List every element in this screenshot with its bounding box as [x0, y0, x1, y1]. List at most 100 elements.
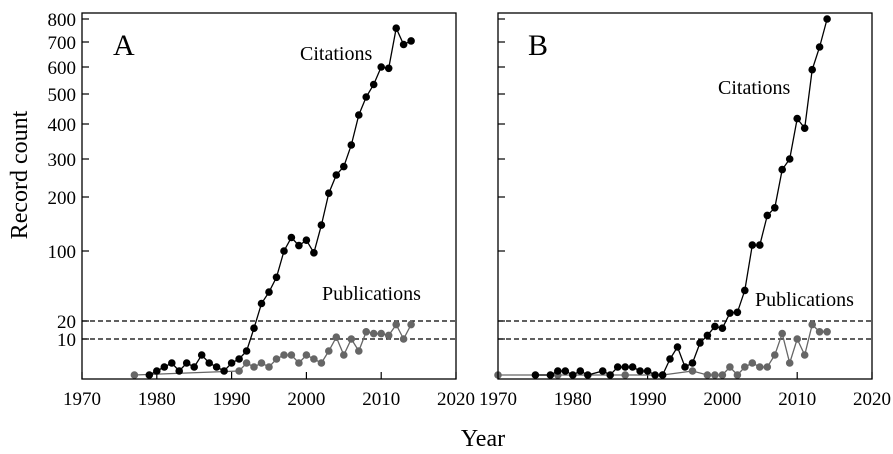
panel-b-citations-point-1995 — [681, 363, 689, 371]
panel-b-citations-point-2014 — [823, 15, 831, 23]
panel-a-citations-point-1997 — [280, 247, 288, 255]
panel-b-publications-point-2004 — [748, 359, 757, 367]
panel-b-citations-point-1975 — [531, 371, 540, 379]
panel-b-citations-point-1981 — [576, 367, 585, 375]
panel-a-publications-point-2010 — [377, 329, 386, 338]
panel-b-citations-point-1989 — [636, 367, 644, 375]
panel-a-publications-point-2009 — [369, 329, 378, 338]
panel-a-x-tick-label-2020: 2020 — [437, 389, 475, 410]
panel-a-citations-point-1992 — [242, 347, 251, 355]
panel-a-publications-point-1995 — [265, 363, 273, 371]
panel-a-citations-point-1986 — [197, 351, 206, 359]
panel-b-letter: B — [528, 29, 548, 62]
panel-a-citations-point-2007 — [355, 111, 363, 119]
panel-a-publications-point-2000 — [302, 351, 311, 359]
panel-a-publications-point-2002 — [317, 359, 326, 367]
panel-b-plot-content: 1970 1980 1990 2000 2010 2020 — [479, 15, 891, 410]
panel-b-citations-point-1977 — [546, 371, 555, 379]
panel-b-citations-point-1985 — [606, 371, 614, 379]
panel-b-citations-point-1992 — [658, 371, 667, 379]
panel-a-citations-point-1996 — [272, 273, 281, 282]
panel-b-publications-point-2012 — [808, 320, 816, 329]
panel-a-letter: A — [113, 29, 135, 62]
panel-a-citations-point-2000 — [302, 236, 311, 244]
panel-a-citations-point-2011 — [384, 64, 393, 73]
panel-a-y-tick-label-20: 20 — [57, 312, 76, 333]
panel-b-citations-point-1987 — [621, 363, 629, 371]
panel-a-x-tick-label-2010: 2010 — [362, 389, 400, 410]
panel-b-citations-point-1991 — [651, 371, 659, 379]
panel-a-publications-point-1994 — [257, 359, 266, 367]
panel-a-citations-point-1987 — [205, 359, 213, 367]
x-axis-title: Year — [461, 426, 505, 452]
panel-b-x-tick-label-1990: 1990 — [629, 389, 667, 410]
panel-a-citations-point-1984 — [182, 359, 191, 367]
panel-a-x-tick-label-1990: 1990 — [213, 389, 251, 410]
panel-a-publications-point-1999 — [295, 359, 303, 367]
panel-a-publications-point-2006 — [347, 335, 356, 343]
panel-a-y-tick-label-100: 100 — [48, 242, 77, 263]
panel-a-citations-point-1991 — [235, 355, 243, 363]
panel-b-citations-point-2000 — [718, 324, 727, 333]
panel-a-citations-point-1999 — [295, 241, 303, 250]
panel-b-publications-label: Publications — [755, 289, 854, 311]
panel-a-citations-point-2008 — [362, 93, 371, 101]
panel-b-publications-point-1987 — [621, 371, 629, 379]
panel-b-citations-point-2010 — [793, 114, 801, 123]
panel-a-citations-point-1995 — [265, 288, 273, 296]
panel-a-x-tick-label-2000: 2000 — [287, 389, 325, 410]
panel-a-y-tick-label-800: 800 — [48, 10, 77, 31]
panel-a-citations-point-1983 — [175, 367, 183, 375]
panel-b-citations-point-2004 — [748, 241, 757, 249]
panel-b-x-tick-label-2020: 2020 — [853, 389, 891, 410]
panel-a-publications-point-1998 — [287, 351, 296, 359]
panel-a-publications-label: Publications — [322, 283, 421, 305]
panel-a-citations-point-1989 — [220, 367, 228, 375]
panel-a-x-tick-label-1980: 1980 — [138, 389, 176, 410]
panel-b-publications-point-2007 — [771, 351, 779, 359]
panel-a-citations-label: Citations — [300, 43, 372, 65]
panel-b-publications-point-1996 — [688, 367, 697, 375]
panel-b-citations-point-2005 — [756, 241, 764, 249]
panel-a-citations-point-1994 — [257, 299, 266, 308]
panel-b-citations-point-2012 — [808, 65, 816, 74]
panel-b-citations-point-1979 — [561, 367, 570, 375]
panel-b-citations-point-2002 — [733, 308, 742, 317]
panel-b-publications-point-2013 — [815, 328, 824, 336]
panel-a-citations-point-2002 — [317, 221, 326, 229]
panel-b-citations-point-2007 — [771, 204, 779, 212]
panel-b-citations-point-1996 — [688, 359, 697, 367]
panel-b-publications-point-2006 — [763, 363, 772, 371]
panel-a-y-tick-label-200: 200 — [48, 188, 77, 209]
panel-b-citations-point-1978 — [554, 367, 562, 375]
panel-a-citations-point-2005 — [340, 162, 348, 171]
panel-a-y-tick-label-300: 300 — [48, 150, 77, 171]
panel-a-citations-point-1985 — [190, 363, 198, 371]
panel-a-citations-point-2009 — [369, 80, 378, 89]
panel-b-citations-point-1982 — [584, 371, 592, 379]
panel-a-publications-point-2007 — [355, 347, 363, 355]
panel-a-y-tick-label-400: 400 — [48, 115, 77, 136]
panel-a-citations-point-1993 — [250, 324, 258, 333]
panel-a-publications-point-2001 — [310, 355, 318, 363]
panel-b: 1970 1980 1990 2000 2010 2020 B Citations Pub… — [479, 12, 891, 410]
panel-b-x-tick-label-1970: 1970 — [479, 389, 517, 410]
panel-b-citations-point-1997 — [696, 339, 704, 347]
panel-b-citations-point-1998 — [703, 331, 712, 340]
panel-a-citations-point-1981 — [160, 363, 169, 371]
panel-a-citations-line — [148, 26, 412, 376]
panel-a-citations-point-1979 — [145, 371, 154, 379]
panel-a-y-tick-label-10: 10 — [57, 330, 76, 351]
panel-a-citations-point-2001 — [310, 249, 318, 257]
panel-a-publications-point-1977 — [130, 371, 139, 379]
panel-b-publications-point-1998 — [703, 371, 712, 379]
panel-b-citations-point-2013 — [815, 43, 824, 51]
panel-a-citations-point-1980 — [153, 367, 161, 375]
panel-b-citations-point-2011 — [800, 124, 809, 132]
panel-b-citations-point-1990 — [643, 367, 652, 375]
panel-b-publications-point-2010 — [793, 335, 801, 343]
panel-b-citations-label: Citations — [718, 77, 790, 99]
panel-b-citations-point-2006 — [763, 211, 772, 220]
